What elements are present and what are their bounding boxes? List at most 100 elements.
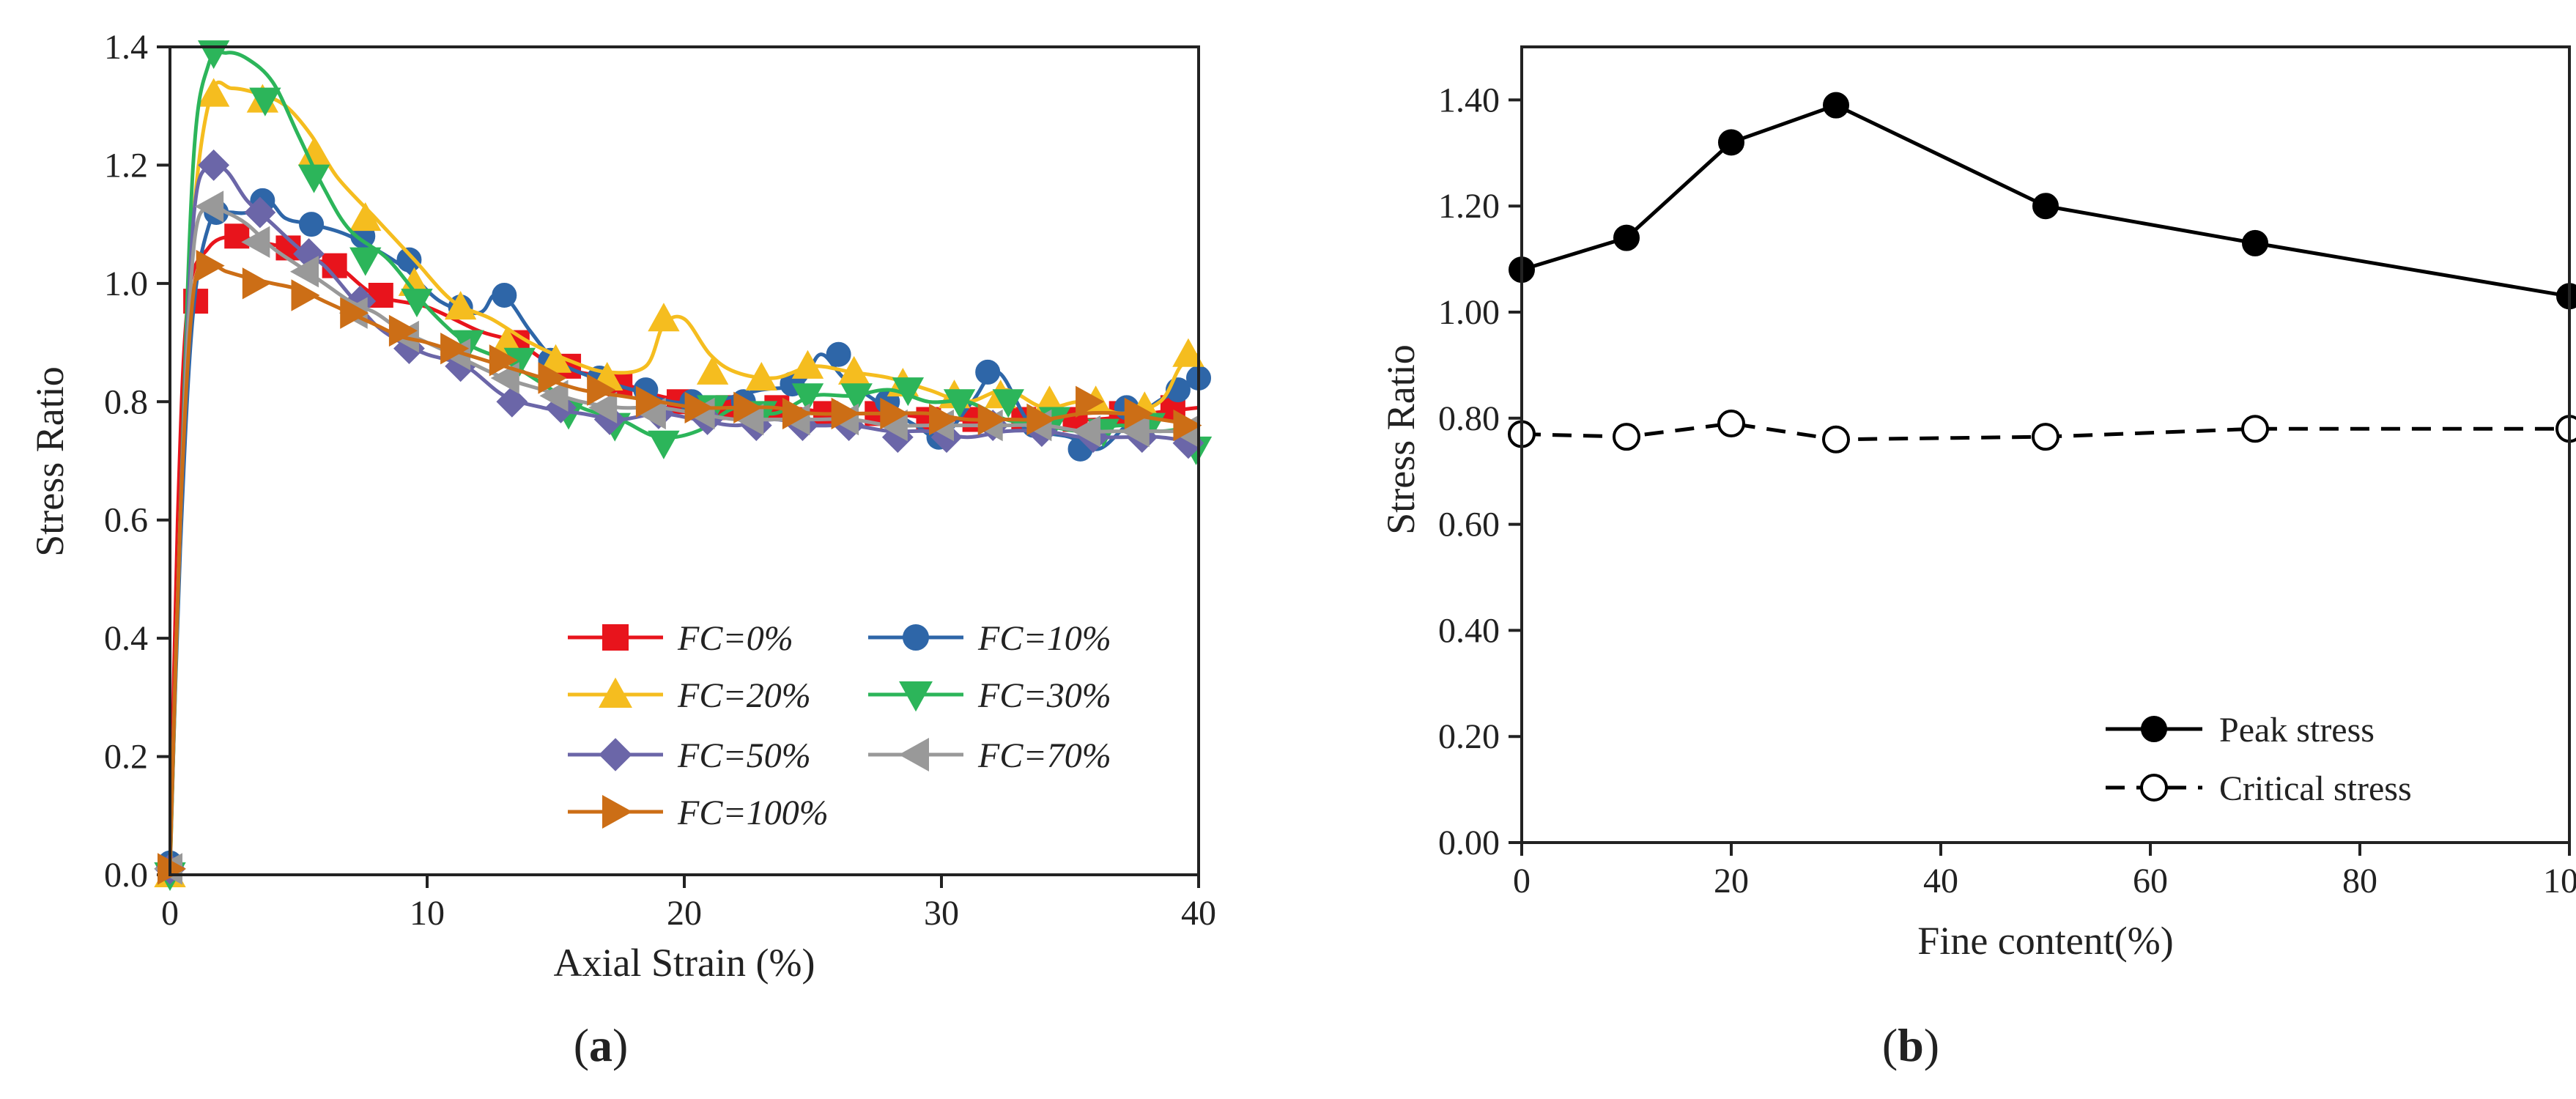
- chart-b-series-critical-stress: [1508, 410, 2576, 454]
- chart-a-point-fc-70: [490, 362, 519, 394]
- chart-a-ytick-label: 0.2: [104, 738, 148, 777]
- chart-b-point-critical-stress: [1717, 410, 1745, 438]
- chart-a-point-fc-30: [249, 87, 281, 116]
- chart-b-point-critical-stress: [1822, 425, 1850, 454]
- chart-a-legend-marker: [602, 624, 629, 651]
- chart-a-point-fc-100: [831, 397, 860, 430]
- chart-a-ytick-label: 1.0: [104, 264, 148, 303]
- chart-a-point-fc-100: [977, 403, 1007, 436]
- chart-b-legend-label: Peak stress: [2219, 711, 2375, 750]
- chart-a-legend-item-fc-10: FC=10%: [868, 619, 1111, 658]
- chart-a-point-fc-20: [791, 349, 824, 379]
- chart-a-point-fc-70: [1120, 415, 1150, 448]
- chart-a-point-fc-100: [733, 391, 763, 424]
- chart-a-legend-marker: [898, 738, 929, 771]
- chart-a-xtick-label: 20: [667, 894, 702, 933]
- chart-b-legend-label: Critical stress: [2219, 769, 2412, 808]
- chart-b-ytick-label: 0.80: [1438, 399, 1500, 438]
- chart-a-point-fc-30: [791, 383, 824, 412]
- caption-a-close: ): [612, 1019, 628, 1071]
- chart-b-legend: Peak stress Critical stress: [2106, 711, 2412, 808]
- chart-b-point-critical-stress: [2555, 415, 2576, 443]
- chart-a-point-fc-70: [195, 190, 224, 223]
- chart-a-legend-label: FC=50%: [677, 736, 811, 775]
- chart-a-ytick-label: 0.0: [104, 856, 148, 895]
- chart-a-point-fc-100: [1076, 385, 1105, 418]
- chart-a-point-fc-100: [880, 397, 909, 430]
- chart-a-point-fc-70: [289, 256, 319, 288]
- chart-b-point-peak-stress: [1718, 129, 1744, 156]
- chart-b-legend-item-critical-stress: Critical stress: [2106, 769, 2412, 808]
- chart-a-legend-item-fc-100: FC=100%: [568, 793, 829, 832]
- chart-a-xtick-label: 0: [161, 894, 179, 933]
- chart-b-legend-item-peak-stress: Peak stress: [2106, 711, 2375, 750]
- chart-b-xtick-label: 40: [1923, 862, 1958, 900]
- chart-a-point-fc-10: [299, 212, 325, 237]
- chart-a-point-fc-20: [1172, 338, 1204, 367]
- chart-b-ytick-label: 0.40: [1438, 611, 1500, 650]
- chart-a-ytick-label: 0.8: [104, 382, 148, 421]
- chart-a-point-fc-20: [648, 303, 680, 332]
- chart-a-point-fc-10: [975, 359, 1001, 385]
- chart-a-point-fc-10: [492, 283, 517, 308]
- chart-a-point-fc-100: [782, 397, 811, 430]
- chart-a-xlabel: Axial Strain (%): [554, 941, 815, 985]
- chart-b-legend-marker: [2141, 716, 2167, 742]
- chart-a-point-fc-70: [588, 391, 618, 424]
- chart-a-legend-label: FC=100%: [677, 793, 829, 832]
- chart-a-point-fc-10: [396, 247, 422, 273]
- chart-a-point-fc-30: [648, 430, 680, 459]
- chart-b-point-peak-stress: [1823, 92, 1849, 119]
- chart-b-ytick-label: 1.40: [1438, 81, 1500, 119]
- chart-a-point-fc-100: [340, 297, 369, 329]
- caption-a-letter: a: [589, 1019, 612, 1071]
- chart-a-legend-marker: [899, 681, 933, 712]
- chart-a: 0 10 20 30 40 0.0 0.2 0.4 0.6 0.8 1.0 1.2 1.4 Axial …: [28, 28, 1216, 985]
- chart-a-legend-marker: [599, 738, 632, 771]
- chart-a-legend-item-fc-30: FC=30%: [868, 676, 1111, 715]
- chart-a-legend-label: FC=30%: [977, 676, 1111, 715]
- chart-b-xtick-label: 60: [2133, 862, 2168, 900]
- chart-b-xtick-label: 0: [1513, 862, 1531, 900]
- chart-a-legend-item-fc-0: FC=0%: [568, 619, 793, 658]
- caption-a: (a): [574, 1019, 629, 1071]
- chart-a-ytick-label: 1.2: [104, 146, 148, 185]
- chart-a-series-group: [153, 40, 1213, 892]
- chart-b-ytick-label: 0.60: [1438, 506, 1500, 544]
- chart-a-point-fc-0: [224, 223, 250, 249]
- chart-b-ytick-label: 0.20: [1438, 717, 1500, 756]
- chart-a-tick-labels: 0 10 20 30 40 0.0 0.2 0.4 0.6 0.8 1.0 1.2 1.4: [104, 28, 1216, 933]
- chart-a-legend-item-fc-70: FC=70%: [868, 736, 1111, 775]
- chart-a-point-fc-10: [826, 341, 851, 367]
- chart-a-point-fc-100: [684, 391, 714, 424]
- chart-a-point-fc-100: [440, 332, 470, 365]
- chart-a-ytick-label: 0.4: [104, 619, 148, 658]
- chart-b-xtick-label: 100: [2543, 862, 2576, 900]
- chart-a-point-fc-70: [1072, 415, 1101, 448]
- chart-a-point-fc-20: [696, 355, 729, 385]
- chart-a-point-fc-50: [496, 385, 528, 418]
- chart-a-ylabel: Stress Ratio: [28, 366, 72, 557]
- chart-a-point-fc-100: [489, 344, 518, 377]
- chart-a-point-fc-70: [539, 380, 569, 412]
- chart-a-point-fc-100: [929, 403, 958, 436]
- chart-a-point-fc-100: [1173, 409, 1202, 442]
- chart-b-plot-frame: [1520, 45, 2571, 844]
- chart-a-legend-label: FC=0%: [677, 619, 793, 658]
- caption-b: (b): [1882, 1019, 1939, 1071]
- chart-b-series-peak-stress: [1509, 92, 2576, 310]
- chart-b-point-peak-stress: [2032, 193, 2059, 220]
- chart-b-point-peak-stress: [2556, 283, 2576, 310]
- caption-b-close: ): [1924, 1019, 1939, 1071]
- chart-a-point-fc-100: [538, 362, 567, 394]
- chart-a-legend-item-fc-50: FC=50%: [568, 736, 811, 775]
- chart-a-point-fc-70: [241, 226, 270, 259]
- chart-a-ytick-label: 0.6: [104, 501, 148, 540]
- chart-b-ticks: [1509, 98, 2571, 856]
- chart-a-legend: FC=0% FC=10% FC=20% FC=30% FC=50% FC=70% FC=10…: [568, 619, 1111, 832]
- chart-a-point-fc-30: [401, 289, 433, 318]
- chart-a-point-fc-20: [745, 361, 777, 391]
- chart-b-point-peak-stress: [1613, 224, 1640, 251]
- chart-a-point-fc-50: [244, 196, 276, 229]
